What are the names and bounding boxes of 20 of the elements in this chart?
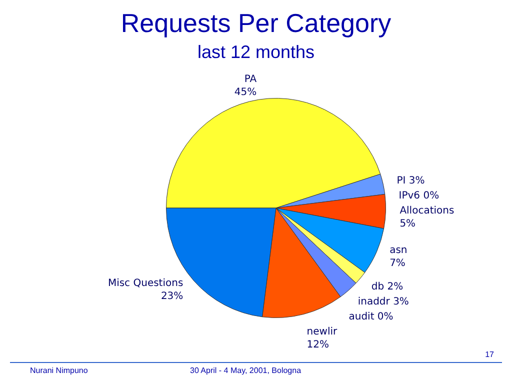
category-label: IPv6 0% (398, 190, 440, 202)
slice-label: asn (390, 245, 408, 256)
data-label: 23% (160, 290, 184, 302)
text: 30 April - 4 May, 2001, Bologna (190, 366, 302, 375)
data-label: 5% (400, 218, 416, 230)
slice-label: inaddr 3% (358, 296, 409, 308)
slice-label: db 2% (371, 281, 404, 292)
slice-label: Misc Questions (108, 278, 184, 289)
data-label: 45% (234, 86, 257, 98)
data-label: 7% (390, 258, 406, 270)
slice-label: PI 3% (396, 176, 425, 187)
data-label: 12% (306, 339, 330, 350)
category-label: audit 0% (348, 311, 394, 322)
slice-label: Allocations (400, 206, 454, 217)
slice-label: PA (244, 74, 257, 85)
slice-label: newlir (306, 326, 338, 338)
chart-title: Requests Per Category (120, 8, 392, 39)
text: Nurani Nimpuno (30, 366, 88, 375)
chart-subtitle: last 12 months (196, 42, 316, 63)
text: 17 (485, 350, 494, 359)
